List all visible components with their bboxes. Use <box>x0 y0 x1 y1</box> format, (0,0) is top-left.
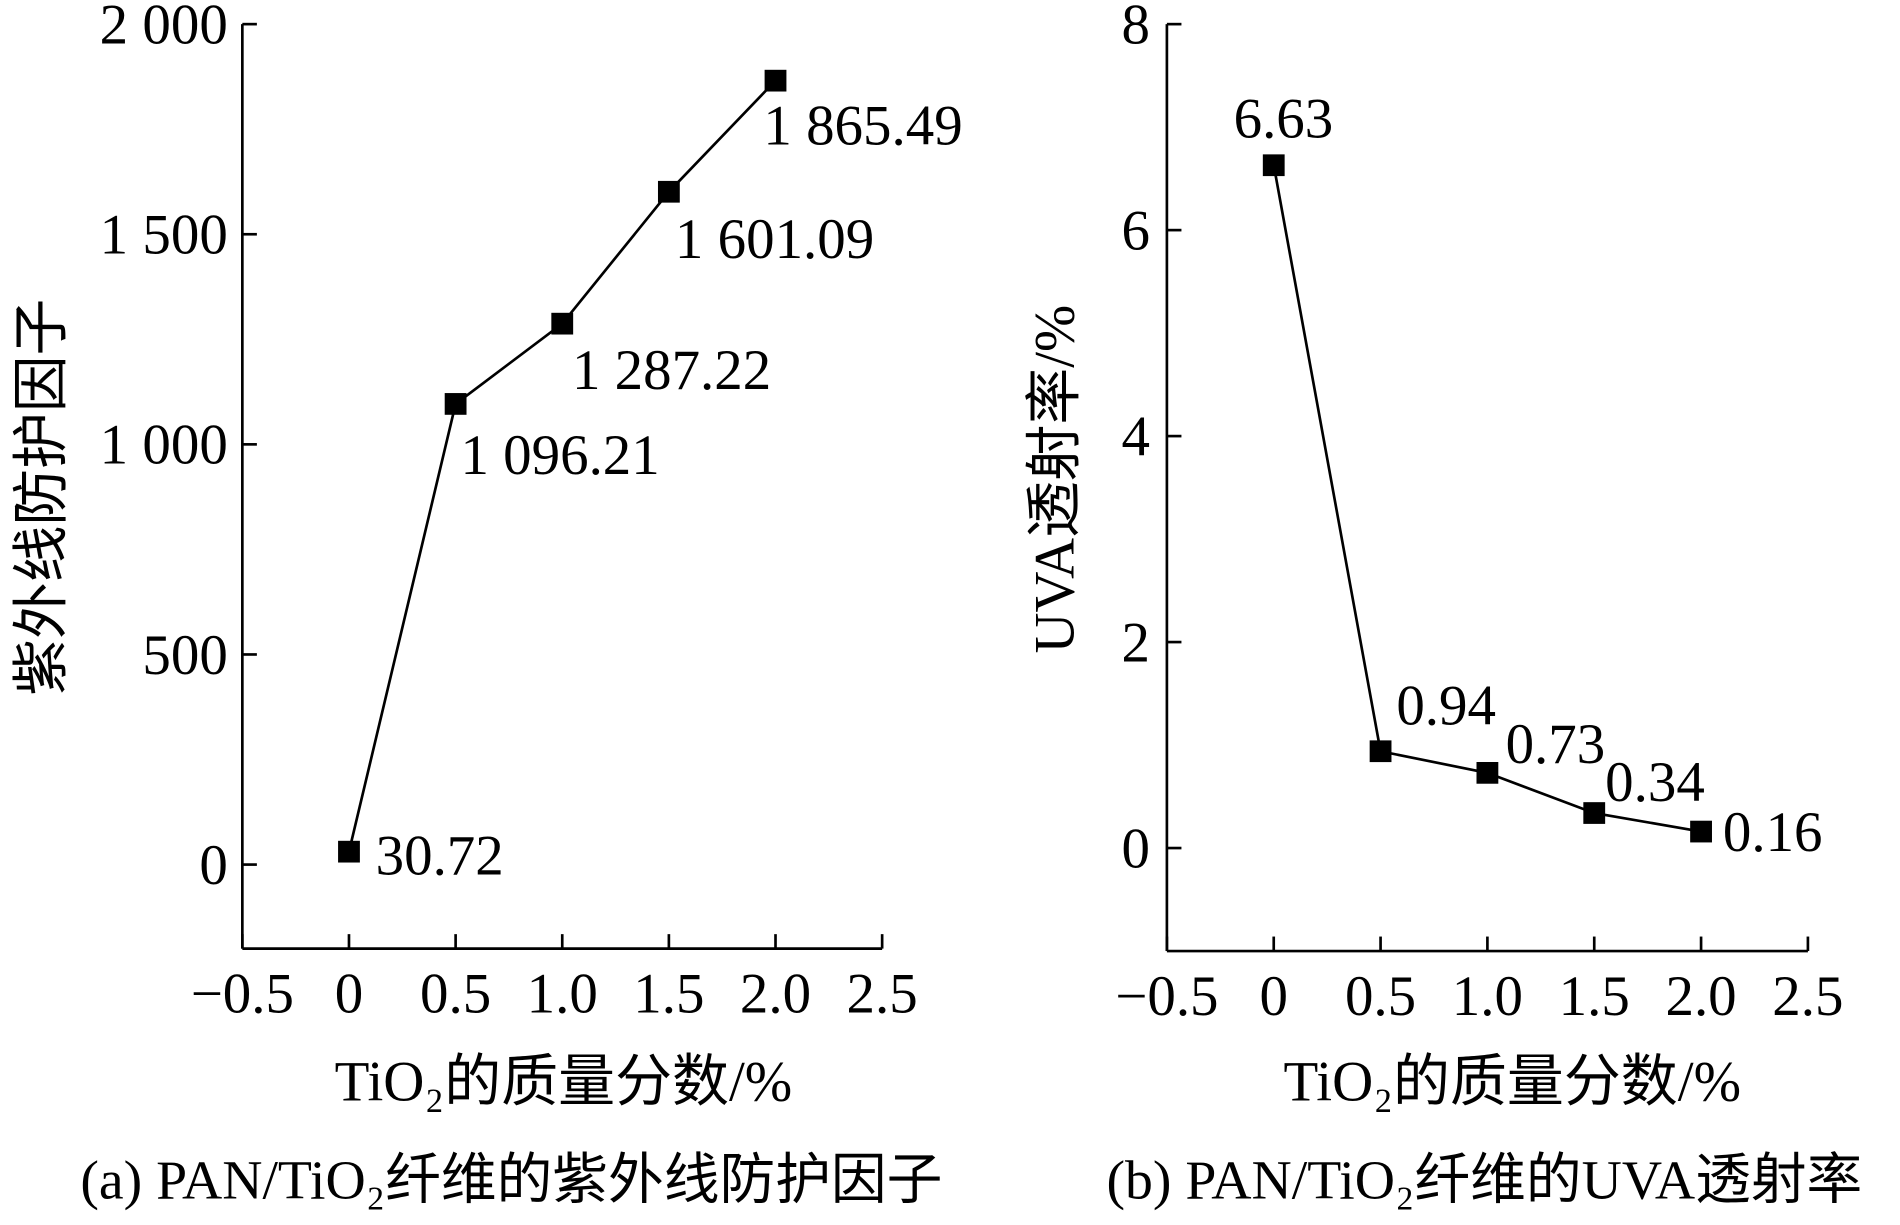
panel-b-data-label: 6.63 <box>1234 88 1334 151</box>
panel-a-y-tick-label: 0 <box>199 834 227 897</box>
panel-b-x-tick-label: 0 <box>1259 965 1287 1028</box>
panel-b-x-tick-label: 1.0 <box>1452 965 1523 1028</box>
panel-b-caption: (b) PAN/TiO₂纤维的UVA透射率 <box>1106 1150 1862 1212</box>
panel-a-x-tick-label: 2.0 <box>740 963 811 1026</box>
panel-a-data-label: 1 601.09 <box>675 208 874 271</box>
panel-a-y-axis-title: 紫外线防护因子 <box>10 299 73 696</box>
panel-b-y-axis-title: UVA透射率/% <box>1023 305 1086 654</box>
panel-a: 紫外线防护因子 TiO₂的质量分数/% (a) PAN/TiO₂纤维的紫外线防护… <box>10 0 962 1211</box>
panel-a-data-label: 1 096.21 <box>460 424 659 487</box>
panel-b-x-tick-label: 0.5 <box>1345 965 1416 1028</box>
panel-a-y-tick-label: 500 <box>142 624 227 687</box>
panel-b: UVA透射率/% TiO₂的质量分数/% (b) PAN/TiO₂纤维的UVA透… <box>1023 0 1862 1211</box>
panel-b-data-point-marker <box>1476 762 1499 784</box>
panel-a-data-point-marker <box>338 840 360 863</box>
panel-a-x-tick-label: 0 <box>335 963 363 1026</box>
panel-a-data-label: 1 287.22 <box>572 339 771 402</box>
panel-a-x-tick-label: −0.5 <box>191 963 294 1026</box>
panel-b-data-point-marker <box>1583 802 1606 824</box>
panel-a-data-point-marker <box>764 69 787 92</box>
panel-a-data-label: 1 865.49 <box>763 95 962 158</box>
panel-b-x-axis-title: TiO₂的质量分数/% <box>1283 1051 1741 1114</box>
panel-b-y-tick-label: 4 <box>1121 406 1149 469</box>
panel-a-x-tick-label: 1.0 <box>527 963 598 1026</box>
panel-b-data-point-marker <box>1690 820 1712 843</box>
panel-a-x-axis-title: TiO₂的质量分数/% <box>335 1051 793 1114</box>
panel-b-x-tick-label: 1.5 <box>1559 965 1630 1028</box>
panel-b-data-point-marker <box>1262 154 1285 177</box>
panel-b-data-point-marker <box>1369 740 1392 763</box>
panel-a-data-point-marker <box>657 180 680 203</box>
panel-a-y-tick-label: 1 500 <box>100 204 228 267</box>
panel-b-data-label: 0.34 <box>1605 751 1705 814</box>
panel-a-x-tick-label: 0.5 <box>420 963 491 1026</box>
panel-a-y-tick-label: 2 000 <box>100 0 228 56</box>
panel-a-data-label: 30.72 <box>376 825 504 888</box>
panel-b-y-tick-label: 6 <box>1121 200 1149 263</box>
panel-b-x-tick-label: 2.0 <box>1665 965 1736 1028</box>
panel-b-data-label: 0.94 <box>1396 675 1496 738</box>
panel-a-x-tick-label: 2.5 <box>847 963 918 1026</box>
panel-a-data-point-marker <box>551 312 574 335</box>
panel-a-data-point-marker <box>444 393 467 415</box>
panel-b-y-tick-label: 8 <box>1121 0 1149 56</box>
panel-b-x-tick-label: −0.5 <box>1115 965 1218 1028</box>
panel-a-caption: (a) PAN/TiO₂纤维的紫外线防护因子 <box>80 1150 942 1212</box>
panel-a-y-tick-label: 1 000 <box>100 414 228 477</box>
panel-b-y-tick-label: 2 <box>1121 611 1149 674</box>
panel-b-x-tick-label: 2.5 <box>1772 965 1843 1028</box>
panel-b-data-label: 0.73 <box>1506 713 1606 776</box>
panel-b-data-label: 0.16 <box>1723 801 1823 864</box>
panel-a-x-tick-label: 1.5 <box>633 963 704 1026</box>
panel-b-y-tick-label: 0 <box>1121 817 1149 880</box>
